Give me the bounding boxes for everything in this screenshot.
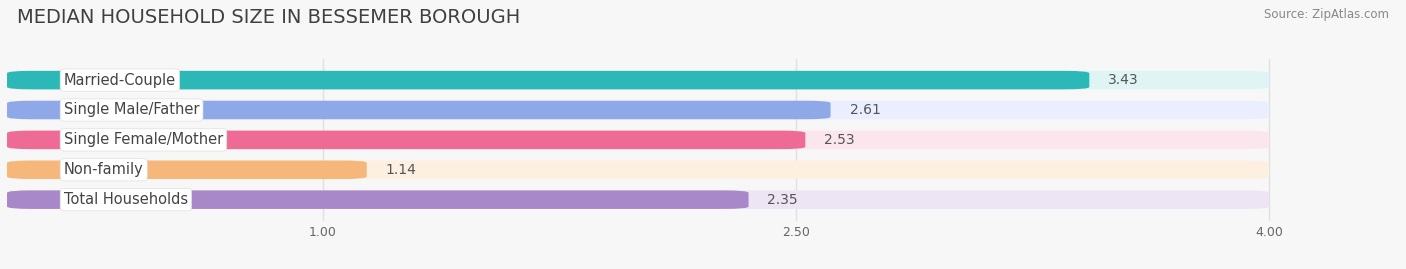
Text: Non-family: Non-family	[63, 162, 143, 177]
Text: Single Male/Father: Single Male/Father	[63, 102, 200, 118]
FancyBboxPatch shape	[7, 71, 1090, 89]
FancyBboxPatch shape	[7, 161, 1270, 179]
Text: Source: ZipAtlas.com: Source: ZipAtlas.com	[1264, 8, 1389, 21]
Text: 2.61: 2.61	[849, 103, 880, 117]
FancyBboxPatch shape	[7, 101, 1270, 119]
FancyBboxPatch shape	[7, 71, 1270, 89]
FancyBboxPatch shape	[7, 190, 1270, 209]
Text: MEDIAN HOUSEHOLD SIZE IN BESSEMER BOROUGH: MEDIAN HOUSEHOLD SIZE IN BESSEMER BOROUG…	[17, 8, 520, 27]
Text: 2.53: 2.53	[824, 133, 855, 147]
FancyBboxPatch shape	[7, 161, 367, 179]
Text: 3.43: 3.43	[1108, 73, 1139, 87]
FancyBboxPatch shape	[7, 101, 831, 119]
Text: 1.14: 1.14	[385, 163, 416, 177]
FancyBboxPatch shape	[7, 131, 806, 149]
Text: Single Female/Mother: Single Female/Mother	[63, 132, 224, 147]
Text: Married-Couple: Married-Couple	[63, 73, 176, 88]
FancyBboxPatch shape	[7, 190, 748, 209]
Text: 2.35: 2.35	[768, 193, 799, 207]
FancyBboxPatch shape	[7, 131, 1270, 149]
Text: Total Households: Total Households	[63, 192, 188, 207]
